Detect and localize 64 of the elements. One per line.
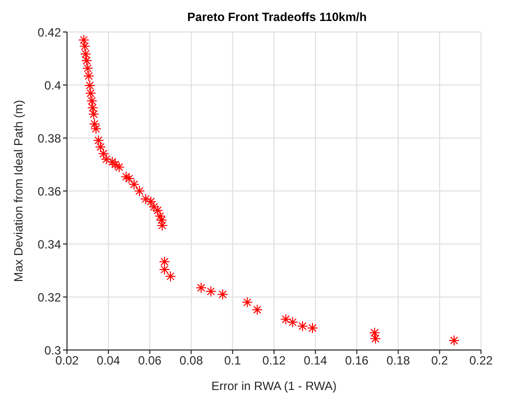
point bbox=[124, 173, 135, 184]
x-tick-label: 0.16 bbox=[345, 354, 369, 368]
point bbox=[252, 304, 263, 316]
point bbox=[242, 296, 253, 308]
point bbox=[82, 62, 94, 74]
point bbox=[86, 95, 98, 106]
point bbox=[287, 316, 298, 328]
point bbox=[280, 314, 292, 325]
point bbox=[140, 193, 152, 204]
point bbox=[297, 320, 308, 332]
x-tick-label: 0.08 bbox=[180, 354, 204, 368]
point bbox=[90, 123, 102, 134]
point bbox=[81, 55, 92, 66]
point bbox=[106, 156, 118, 168]
point bbox=[84, 80, 96, 92]
point bbox=[100, 154, 112, 165]
point bbox=[114, 162, 125, 173]
point bbox=[448, 334, 460, 346]
point bbox=[158, 256, 170, 268]
point bbox=[154, 210, 166, 222]
point bbox=[156, 220, 168, 231]
point bbox=[152, 204, 164, 216]
y-tick-label: 0.38 bbox=[38, 131, 62, 146]
point bbox=[120, 171, 132, 182]
point bbox=[145, 196, 156, 208]
y-tick-label: 0.42 bbox=[38, 25, 62, 40]
y-tick-label: 0.4 bbox=[44, 78, 62, 92]
x-tick-label: 0.2 bbox=[431, 354, 448, 368]
point bbox=[78, 34, 90, 46]
point bbox=[369, 327, 380, 338]
point bbox=[87, 102, 98, 114]
point bbox=[80, 48, 92, 60]
point bbox=[88, 108, 100, 120]
point bbox=[92, 134, 104, 146]
point bbox=[89, 118, 100, 130]
point bbox=[98, 148, 109, 160]
point bbox=[83, 70, 94, 82]
y-tick-label: 0.34 bbox=[38, 237, 62, 252]
chart-title: Pareto Front Tradeoffs 110km/h bbox=[186, 10, 368, 24]
point bbox=[79, 40, 90, 52]
x-tick-label: 0.06 bbox=[138, 354, 162, 368]
point bbox=[165, 270, 176, 282]
y-tick-label: 0.36 bbox=[38, 184, 62, 198]
point bbox=[156, 214, 168, 226]
point bbox=[128, 178, 140, 190]
point bbox=[196, 282, 207, 294]
x-tick-label: 0.04 bbox=[96, 354, 120, 368]
x-axis-title: Error in RWA (1 - RWA) bbox=[211, 379, 337, 393]
point bbox=[148, 201, 160, 212]
x-tick-label: 0.14 bbox=[304, 354, 328, 368]
point bbox=[85, 88, 96, 99]
point bbox=[134, 186, 145, 196]
point bbox=[95, 142, 106, 153]
point bbox=[110, 159, 121, 170]
x-tick-label: 0.22 bbox=[469, 354, 493, 368]
x-tick-label: 0.18 bbox=[386, 354, 410, 368]
y-tick-label: 0.32 bbox=[38, 290, 62, 304]
y-axis-title: Max Deviation from Ideal Path (m) bbox=[11, 100, 26, 282]
x-tick-label: 0.12 bbox=[262, 354, 286, 368]
point bbox=[307, 322, 318, 334]
point bbox=[205, 286, 216, 297]
point bbox=[217, 288, 228, 300]
point bbox=[370, 333, 381, 344]
x-tick-label: 0.1 bbox=[224, 354, 242, 368]
